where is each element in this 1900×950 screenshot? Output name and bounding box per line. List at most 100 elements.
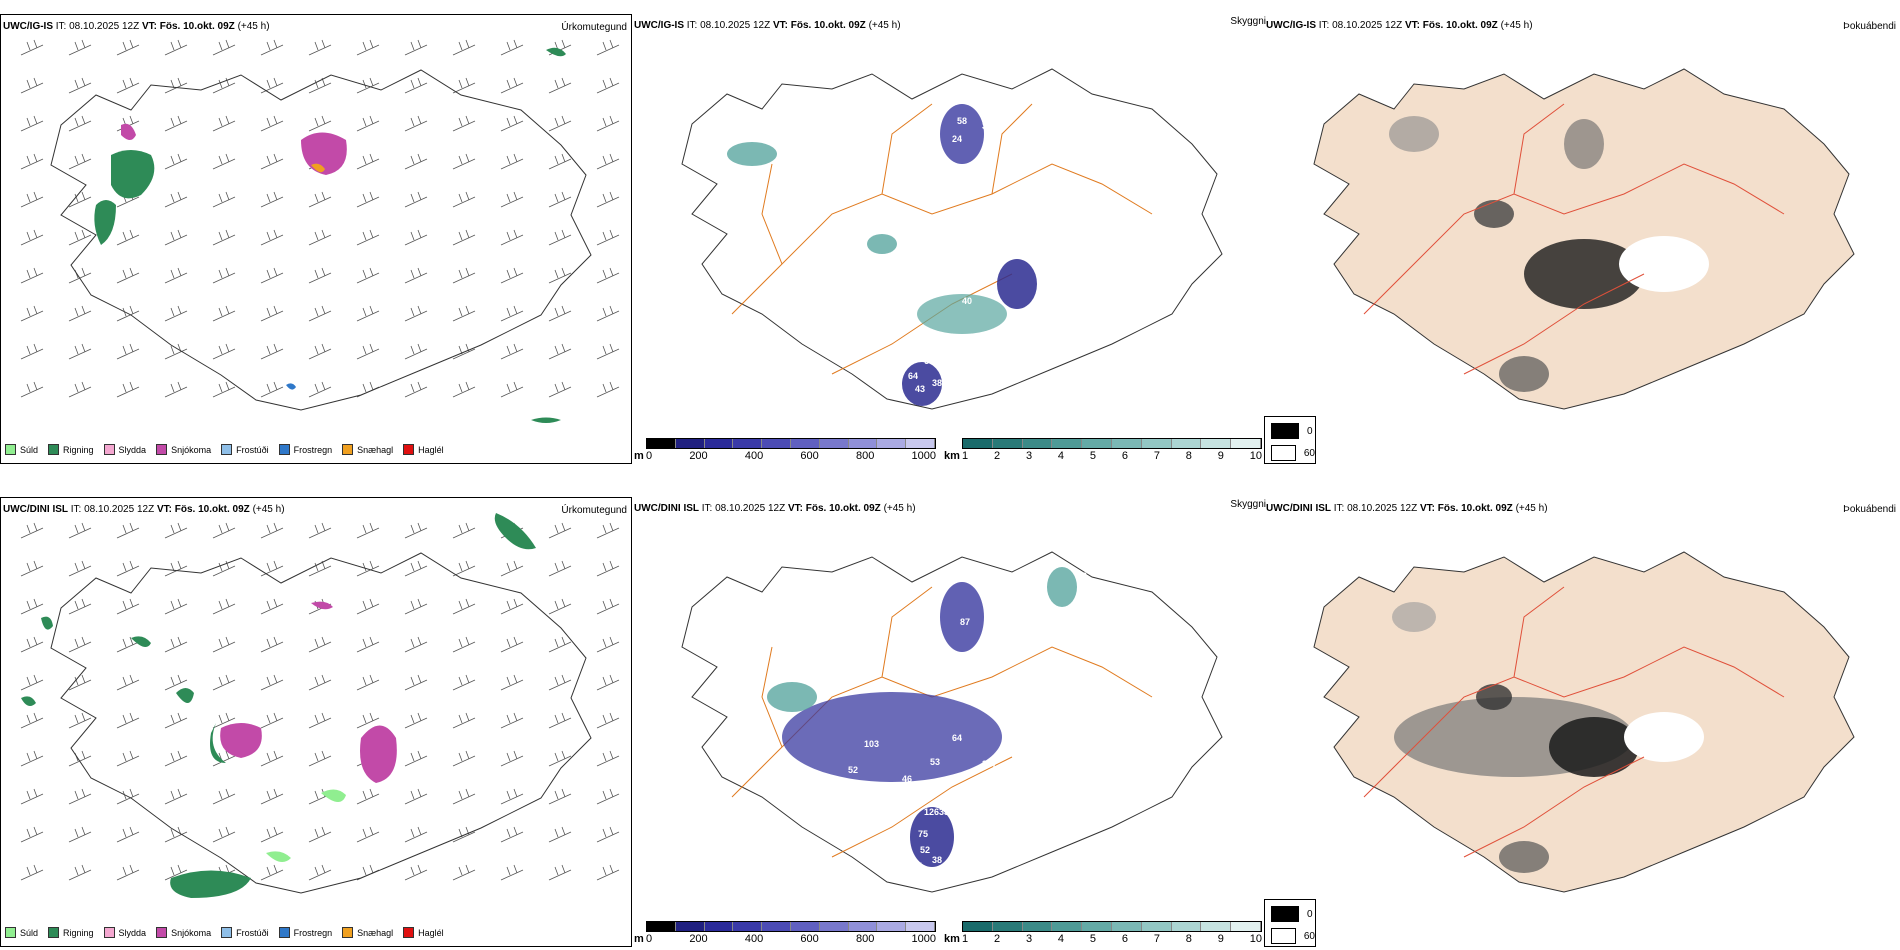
wind-barb	[548, 674, 572, 691]
wind-barb	[212, 674, 236, 691]
wind-barb	[548, 77, 572, 94]
wind-barb	[308, 39, 332, 56]
wind-barb	[68, 522, 92, 539]
wind-barb	[260, 864, 284, 881]
wind-barb	[548, 560, 572, 577]
wind-barb	[308, 674, 332, 691]
visibility-value-label: 34	[982, 121, 992, 131]
visibility-value-label: 36	[1073, 819, 1083, 829]
wind-barb	[500, 267, 524, 284]
wind-barb	[404, 191, 428, 208]
wind-barb	[20, 560, 44, 577]
wind-barb	[212, 305, 236, 322]
wind-barb	[164, 522, 188, 539]
visibility-value-label: 103	[864, 739, 879, 749]
wind-barb	[548, 598, 572, 615]
wind-barb	[596, 750, 620, 767]
wind-barb	[308, 864, 332, 881]
visibility-value-label: 33	[939, 807, 949, 817]
wind-barb	[404, 39, 428, 56]
legend-item: Haglél	[403, 444, 444, 455]
wind-barb	[260, 522, 284, 539]
wind-barb	[596, 381, 620, 398]
wind-barb	[596, 788, 620, 805]
wind-barb	[596, 267, 620, 284]
wind-barb	[116, 39, 140, 56]
wind-barb	[68, 598, 92, 615]
visibility-value-label: 48	[1019, 757, 1029, 767]
visibility-scale: 1 2 3 4 5 6 7 8 9 10	[962, 438, 1262, 462]
wind-barb	[500, 788, 524, 805]
wind-barb	[500, 674, 524, 691]
visibility-value-label: 26	[930, 677, 940, 687]
iceland-outline	[50, 552, 592, 894]
wind-barb	[260, 305, 284, 322]
wind-barb	[164, 560, 188, 577]
wind-barb	[596, 115, 620, 132]
wind-barb	[356, 674, 380, 691]
wind-barb	[212, 522, 236, 539]
wind-barb	[452, 191, 476, 208]
wind-barb	[500, 598, 524, 615]
wind-barb	[452, 229, 476, 246]
legend-item: Frostúði	[221, 927, 269, 938]
wind-barb	[596, 864, 620, 881]
visibility-areas	[767, 567, 1077, 867]
wind-barb	[260, 229, 284, 246]
wind-barb	[500, 153, 524, 170]
precip-type-legend: Súld Rigning Slydda Snjókoma Frostúði Fr…	[5, 927, 450, 938]
wind-barb	[116, 598, 140, 615]
wind-barb	[548, 522, 572, 539]
iceland-fog-map	[1313, 551, 1855, 893]
wind-barb	[404, 598, 428, 615]
wind-barb	[260, 636, 284, 653]
visibility-value-label: 29	[844, 251, 854, 261]
visibility-value-label: 38	[932, 855, 942, 865]
vis-scale-unit: km	[944, 450, 960, 462]
wind-barb	[548, 864, 572, 881]
visibility-value-label: 38	[932, 378, 942, 388]
panel-header: UWC/IG-IS IT: 08.10.2025 12Z VT: Fös. 10…	[634, 20, 901, 31]
visibility-value-label: 58	[957, 116, 967, 126]
wind-barb	[212, 636, 236, 653]
wind-barb	[596, 826, 620, 843]
wind-barb	[500, 381, 524, 398]
wind-barb	[404, 522, 428, 539]
panel-type-label: Þokuábendi	[1843, 21, 1896, 32]
wind-barb	[548, 381, 572, 398]
wind-barb	[212, 381, 236, 398]
visibility-map-row1: UWC/IG-IS IT: 08.10.2025 12Z VT: Fös. 10…	[632, 14, 1266, 464]
wind-barb	[212, 560, 236, 577]
road-network	[1363, 103, 1785, 375]
wind-barb	[212, 826, 236, 843]
visibility-value-label: 26	[1077, 571, 1087, 581]
visibility-value-label: 52	[848, 765, 858, 775]
height-scale-unit: m	[634, 933, 644, 945]
wind-barb	[116, 267, 140, 284]
wind-barb	[548, 826, 572, 843]
wind-barb	[596, 712, 620, 729]
wind-barb	[164, 788, 188, 805]
wind-barbs	[20, 522, 620, 881]
wind-barb	[308, 305, 332, 322]
legend-item: Rigning	[48, 444, 94, 455]
wind-barb	[404, 864, 428, 881]
panel-type-label: Skyggni	[1230, 499, 1266, 510]
wind-barb	[356, 39, 380, 56]
wind-barb	[404, 750, 428, 767]
visibility-value-label: 52	[920, 845, 930, 855]
wind-barb	[116, 864, 140, 881]
legend-item: Súld	[5, 927, 38, 938]
legend-item: Rigning	[48, 927, 94, 938]
wind-barb	[212, 39, 236, 56]
wind-barb	[404, 560, 428, 577]
wind-barb	[356, 560, 380, 577]
wind-barb	[68, 636, 92, 653]
fog-areas	[1392, 602, 1704, 873]
height-scale-unit: m	[634, 450, 644, 462]
wind-barb	[260, 750, 284, 767]
wind-barb	[548, 153, 572, 170]
wind-barb	[452, 788, 476, 805]
wind-barb	[356, 229, 380, 246]
iceland-precip-map	[20, 39, 620, 423]
